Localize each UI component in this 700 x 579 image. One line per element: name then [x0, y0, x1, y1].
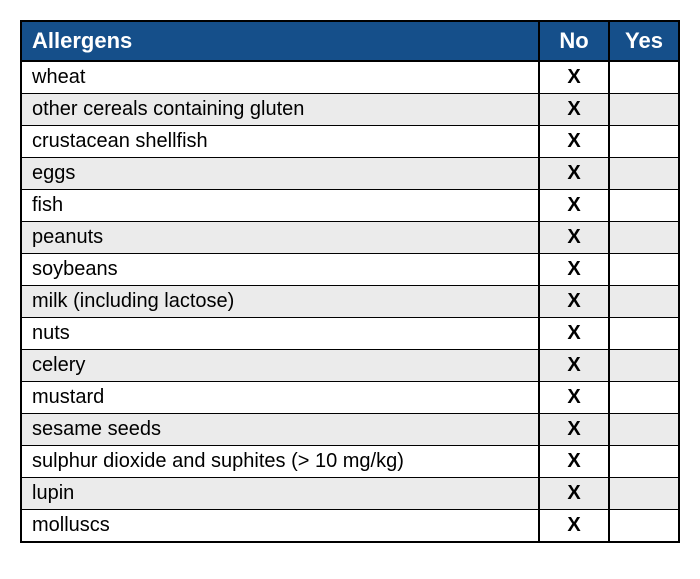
allergen-yes [609, 94, 679, 126]
allergen-yes [609, 478, 679, 510]
allergen-name: eggs [21, 158, 539, 190]
allergen-yes [609, 318, 679, 350]
allergen-yes [609, 382, 679, 414]
table-row: lupin X [21, 478, 679, 510]
allergen-no: X [539, 286, 609, 318]
col-header-no: No [539, 21, 609, 61]
allergen-yes [609, 414, 679, 446]
allergen-no: X [539, 158, 609, 190]
allergen-yes [609, 158, 679, 190]
allergen-no: X [539, 510, 609, 543]
allergen-name: other cereals containing gluten [21, 94, 539, 126]
allergen-yes [609, 446, 679, 478]
allergen-no: X [539, 61, 609, 94]
allergen-no: X [539, 94, 609, 126]
allergen-name: milk (including lactose) [21, 286, 539, 318]
allergen-yes [609, 126, 679, 158]
table-row: crustacean shellfish X [21, 126, 679, 158]
table-row: sesame seeds X [21, 414, 679, 446]
allergen-yes [609, 286, 679, 318]
table-body: wheat X other cereals containing gluten … [21, 61, 679, 542]
allergen-yes [609, 61, 679, 94]
allergen-yes [609, 350, 679, 382]
col-header-yes: Yes [609, 21, 679, 61]
allergen-name: sesame seeds [21, 414, 539, 446]
col-header-allergens: Allergens [21, 21, 539, 61]
allergen-name: lupin [21, 478, 539, 510]
allergen-no: X [539, 126, 609, 158]
table-row: fish X [21, 190, 679, 222]
allergen-table: Allergens No Yes wheat X other cereals c… [20, 20, 680, 543]
allergen-no: X [539, 222, 609, 254]
allergen-name: molluscs [21, 510, 539, 543]
allergen-no: X [539, 414, 609, 446]
allergen-no: X [539, 382, 609, 414]
table-row: eggs X [21, 158, 679, 190]
allergen-yes [609, 222, 679, 254]
table-row: soybeans X [21, 254, 679, 286]
allergen-name: mustard [21, 382, 539, 414]
allergen-no: X [539, 350, 609, 382]
table-row: celery X [21, 350, 679, 382]
table-row: nuts X [21, 318, 679, 350]
allergen-no: X [539, 478, 609, 510]
allergen-yes [609, 510, 679, 543]
allergen-no: X [539, 190, 609, 222]
table-row: milk (including lactose) X [21, 286, 679, 318]
table-header-row: Allergens No Yes [21, 21, 679, 61]
allergen-no: X [539, 318, 609, 350]
allergen-yes [609, 190, 679, 222]
table-row: mustard X [21, 382, 679, 414]
table-row: wheat X [21, 61, 679, 94]
allergen-name: wheat [21, 61, 539, 94]
allergen-name: celery [21, 350, 539, 382]
allergen-name: fish [21, 190, 539, 222]
allergen-name: peanuts [21, 222, 539, 254]
allergen-no: X [539, 254, 609, 286]
allergen-yes [609, 254, 679, 286]
table-row: peanuts X [21, 222, 679, 254]
table-row: other cereals containing gluten X [21, 94, 679, 126]
allergen-name: nuts [21, 318, 539, 350]
allergen-name: soybeans [21, 254, 539, 286]
table-row: sulphur dioxide and suphites (> 10 mg/kg… [21, 446, 679, 478]
table-row: molluscs X [21, 510, 679, 543]
allergen-name: crustacean shellfish [21, 126, 539, 158]
allergen-no: X [539, 446, 609, 478]
allergen-name: sulphur dioxide and suphites (> 10 mg/kg… [21, 446, 539, 478]
